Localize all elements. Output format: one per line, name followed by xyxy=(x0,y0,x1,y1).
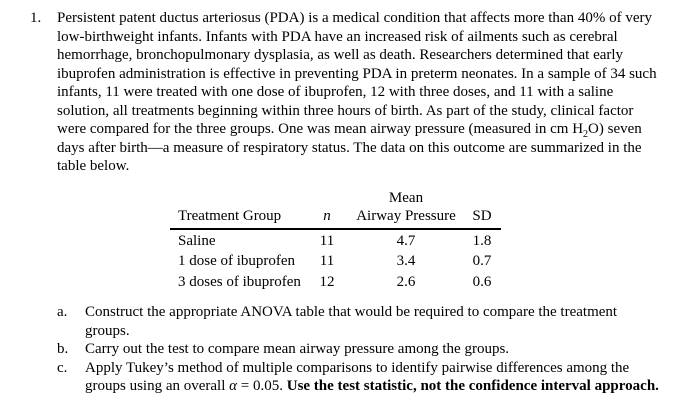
h2o-subscript: 2 xyxy=(583,129,589,140)
cell-mean: 4.7 xyxy=(396,232,416,249)
question-c-bold-text: Use the test statistic, not the confiden… xyxy=(286,378,659,394)
table-row-1-dose: 1 dose of ibuprofen 11 3.4 0.7 xyxy=(170,250,501,271)
table-header-row: Treatment Group n Mean Airway Pressure S… xyxy=(170,188,501,230)
question-c-text-after-alpha: = 0.05. xyxy=(237,378,287,394)
cell-group: 1 dose of ibuprofen xyxy=(178,253,296,269)
cell-mean: 2.6 xyxy=(396,273,416,290)
cell-n: 11 xyxy=(319,232,335,249)
header-n: n xyxy=(305,188,349,230)
problem-number: 1. xyxy=(30,10,42,26)
question-c-label: c. xyxy=(57,359,68,376)
problem-statement: Persistent patent ductus arteriosus (PDA… xyxy=(57,9,664,176)
header-mean-line2: Airway Pressure xyxy=(356,208,456,224)
question-a-label: a. xyxy=(57,304,68,320)
question-a-text: Construct the appropriate ANOVA table th… xyxy=(85,304,618,339)
problem-body: Persistent patent ductus arteriosus (PDA… xyxy=(57,9,664,396)
cell-sd: 0.6 xyxy=(472,273,492,290)
cell-n: 12 xyxy=(319,273,335,290)
summary-table: Treatment Group n Mean Airway Pressure S… xyxy=(170,188,501,292)
summary-table-body: Saline 11 4.7 1.8 1 dose of ibuprofen 11… xyxy=(170,229,501,292)
cell-sd: 0.7 xyxy=(472,253,492,269)
cell-n: 11 xyxy=(319,253,335,269)
table-row-saline: Saline 11 4.7 1.8 xyxy=(170,229,501,251)
problem-statement-part2: O) seven days after birth—a measure of r… xyxy=(57,121,642,174)
cell-mean: 3.4 xyxy=(396,253,416,269)
header-treatment-group: Treatment Group xyxy=(170,188,305,230)
header-mean-airway-pressure: Mean Airway Pressure xyxy=(349,188,463,230)
question-list: a. Construct the appropriate ANOVA table… xyxy=(57,303,664,396)
header-treatment-group-label: Treatment Group xyxy=(178,208,282,224)
cell-group: 3 doses of ibuprofen xyxy=(178,273,301,290)
question-c: c. Apply Tukey’s method of multiple comp… xyxy=(57,359,664,396)
cell-sd: 1.8 xyxy=(472,232,492,249)
question-c-text: Apply Tukey’s method of multiple compari… xyxy=(85,359,664,396)
problem-statement-part1: Persistent patent ductus arteriosus (PDA… xyxy=(57,10,657,137)
header-sd: SD xyxy=(463,188,501,230)
question-b: b. Carry out the test to compare mean ai… xyxy=(57,340,664,359)
question-c-text-before-alpha: Apply Tukey’s method of multiple compari… xyxy=(85,359,630,395)
header-mean-line1: Mean xyxy=(388,189,424,206)
question-b-text: Carry out the test to compare mean airwa… xyxy=(85,341,510,357)
question-b-label: b. xyxy=(57,341,69,357)
question-a: a. Construct the appropriate ANOVA table… xyxy=(57,303,664,340)
header-sd-label: SD xyxy=(472,208,492,224)
header-n-label: n xyxy=(323,208,331,224)
alpha-symbol: α xyxy=(229,378,238,394)
summary-table-header: Treatment Group n Mean Airway Pressure S… xyxy=(170,188,501,230)
problem-1: 1. Persistent patent ductus arteriosus (… xyxy=(30,9,664,396)
table-row-3-doses: 3 doses of ibuprofen 12 2.6 0.6 xyxy=(170,271,501,292)
cell-group: Saline xyxy=(178,232,216,249)
